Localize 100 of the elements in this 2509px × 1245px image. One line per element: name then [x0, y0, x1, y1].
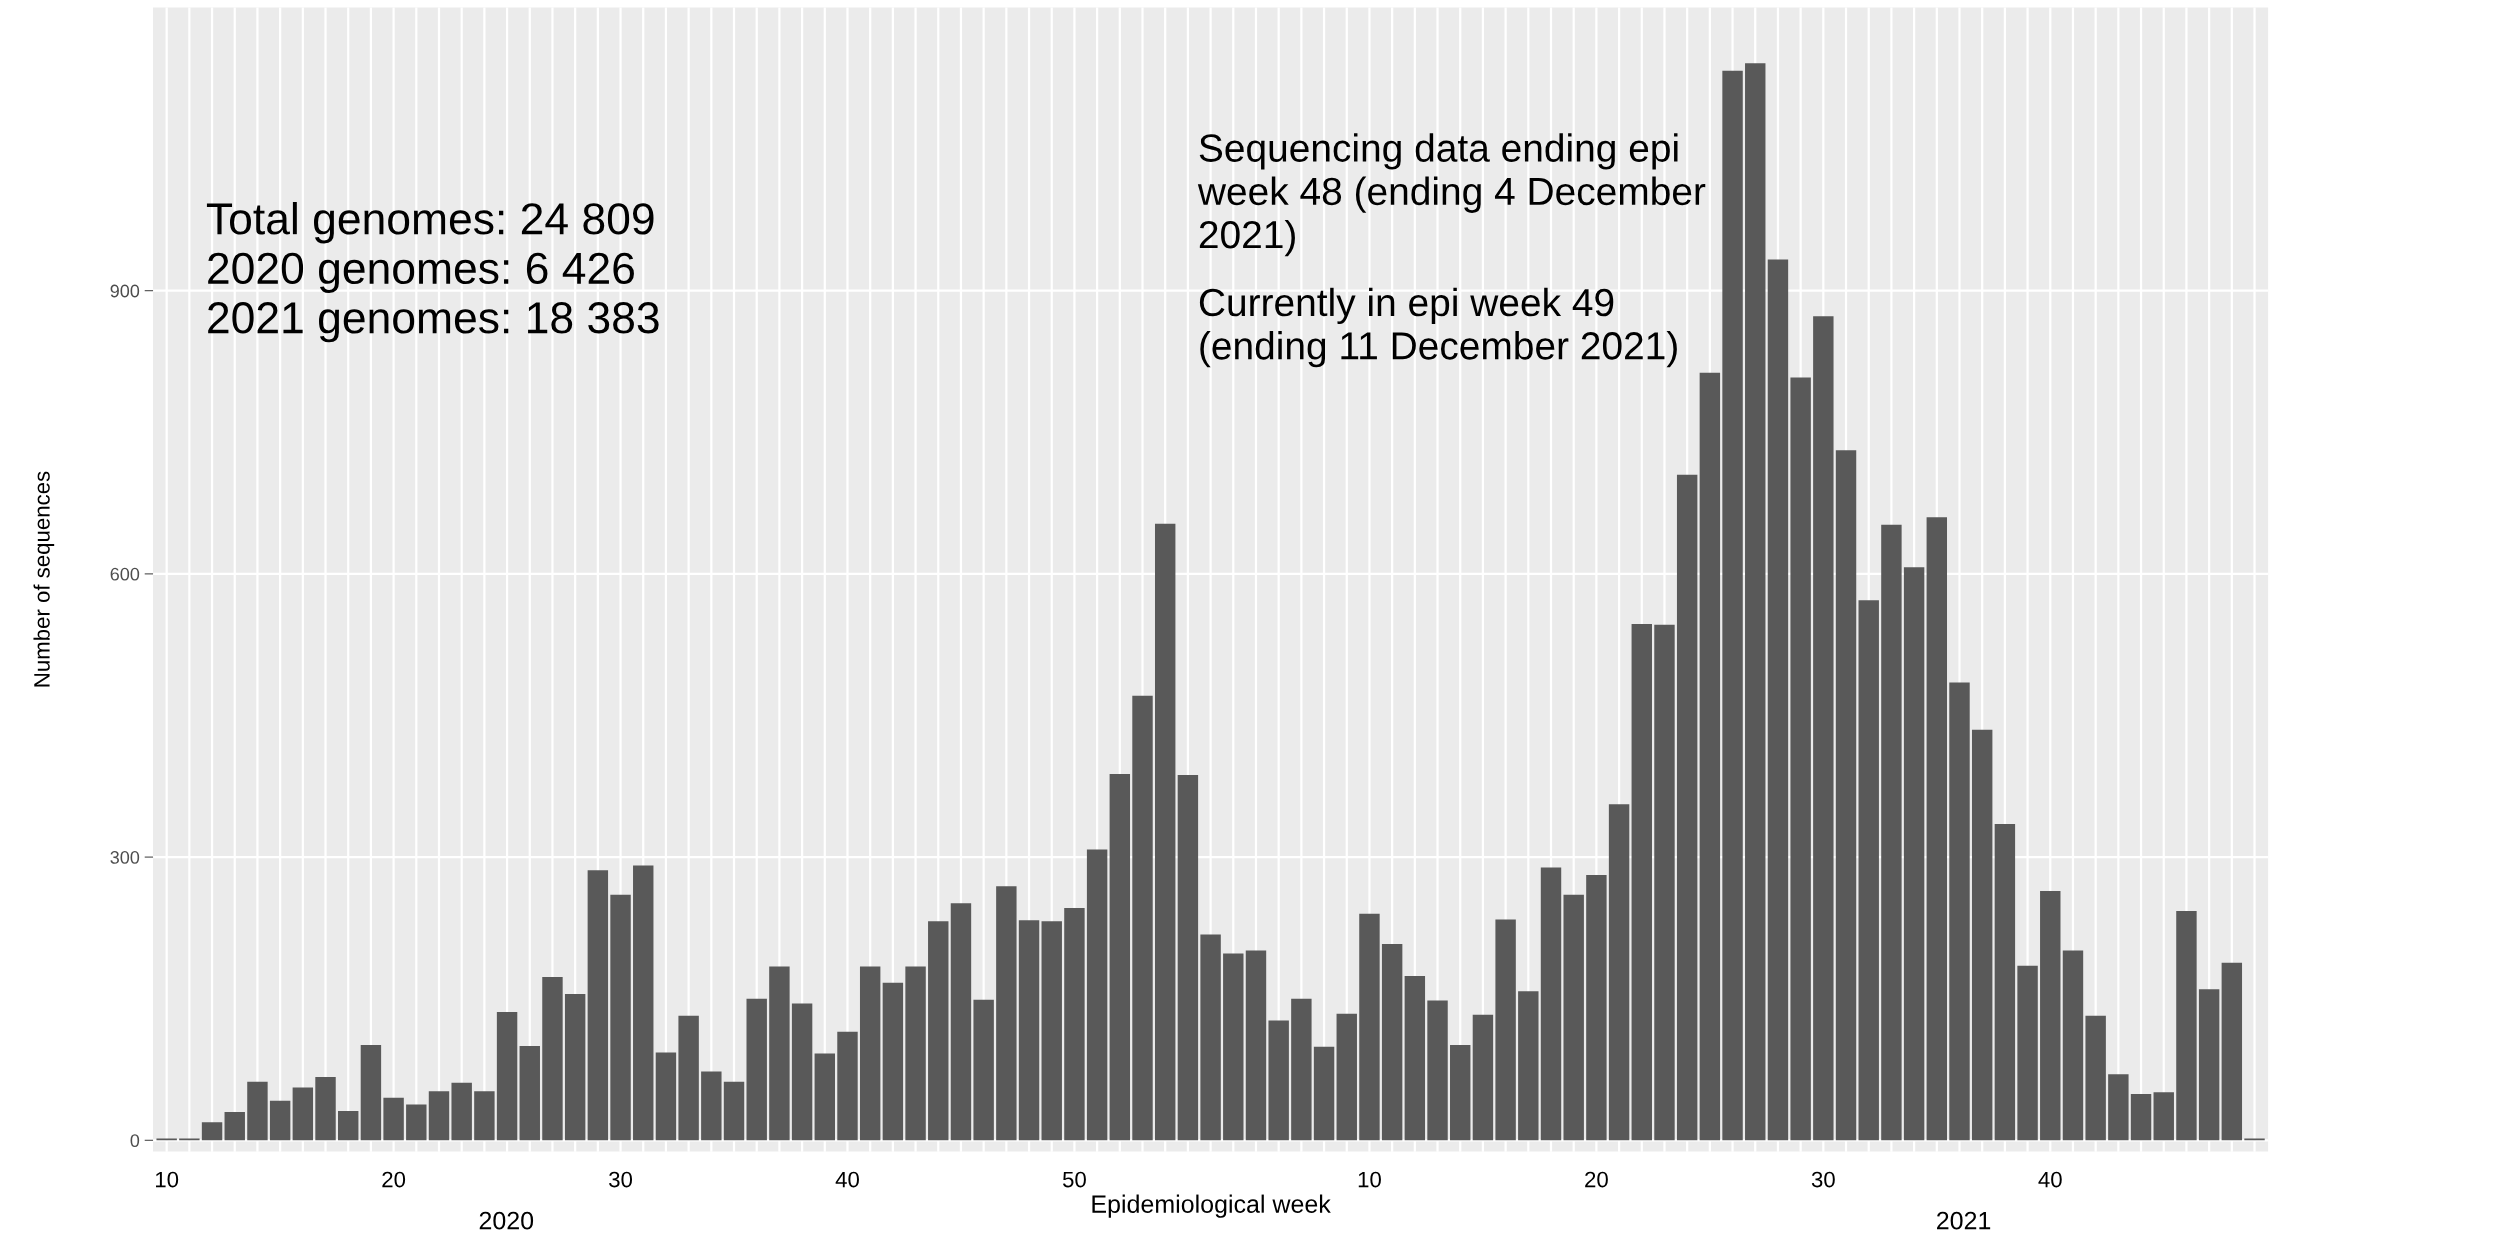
bar: [1745, 63, 1766, 1141]
bar: [746, 998, 767, 1141]
annotation: Total genomes: 24 809 2020 genomes: 6 426 2021 genomes: 18 383: [206, 201, 659, 343]
bar: [1699, 372, 1721, 1141]
bar: [1086, 849, 1108, 1141]
bar: [1540, 867, 1562, 1141]
bar: [2085, 1015, 2106, 1141]
bar: [474, 1091, 495, 1141]
bar: [769, 966, 790, 1141]
bar: [1313, 1046, 1335, 1141]
bar: [701, 1071, 722, 1141]
bar: [1450, 1044, 1471, 1141]
bar: [406, 1104, 427, 1141]
bar: [1427, 1000, 1448, 1141]
bar: [292, 1087, 314, 1141]
bar: [950, 903, 972, 1141]
bar: [269, 1100, 291, 1141]
x-tick-label: 20: [1585, 1171, 1608, 1188]
bar: [1359, 913, 1380, 1141]
bar: [338, 1111, 359, 1141]
bar: [1790, 377, 1811, 1141]
x-tick-label: 10: [156, 1171, 179, 1188]
bar: [633, 865, 654, 1141]
bar: [2062, 950, 2084, 1141]
bar: [2017, 965, 2038, 1141]
bar: [2153, 1092, 2174, 1141]
bar: [859, 966, 881, 1141]
bar: [1858, 600, 1879, 1141]
bar: [1200, 934, 1221, 1141]
bar: [1631, 623, 1652, 1141]
bar: [519, 1045, 540, 1141]
bar: [882, 982, 904, 1141]
bar: [1336, 1013, 1357, 1141]
bar: [1608, 804, 1630, 1141]
annotation: Sequencing data ending epi week 48 (ending 4 December 2021): [1197, 133, 1706, 257]
bar: [1971, 729, 1993, 1141]
bar: [1154, 523, 1176, 1141]
x-axis-title: Epidemiological week: [1092, 1194, 1331, 1218]
bar: [1223, 953, 1244, 1141]
x-tick-label: 50: [1062, 1171, 1086, 1188]
bar: [1949, 682, 1970, 1141]
bar: [791, 1003, 813, 1141]
bar: [1041, 921, 1062, 1141]
annotation: Currently in epi week 49 (ending 11 December 2021): [1199, 287, 1677, 368]
bar: [1268, 1020, 1289, 1141]
x-tick-label: 30: [1811, 1171, 1835, 1188]
bar: [428, 1091, 450, 1141]
bar: [224, 1111, 245, 1141]
bar: [723, 1081, 745, 1141]
bar: [201, 1122, 223, 1141]
x-tick-label: 40: [835, 1171, 859, 1188]
bar: [542, 976, 563, 1141]
bar: [1064, 908, 1085, 1141]
y-tick-label: 300: [110, 851, 140, 864]
bar: [610, 894, 631, 1141]
bar: [2040, 891, 2061, 1141]
bar: [678, 1015, 699, 1141]
bar: [2221, 962, 2243, 1141]
bar: [1132, 695, 1153, 1141]
bar: [315, 1077, 336, 1141]
bar: [1291, 998, 1312, 1141]
bar: [1767, 259, 1789, 1141]
bar: [247, 1081, 268, 1141]
bar: [1994, 824, 2016, 1141]
x-tick-label: 20: [382, 1171, 406, 1188]
bar: [973, 999, 994, 1141]
bar: [1676, 474, 1698, 1141]
y-tick-label: 900: [110, 284, 140, 298]
bar: [1563, 894, 1584, 1141]
bar: [496, 1011, 518, 1141]
bar: [814, 1053, 836, 1141]
bar: [1495, 919, 1516, 1141]
bar: [451, 1082, 472, 1141]
bar: [1926, 517, 1948, 1141]
bar: [837, 1031, 858, 1141]
bar: [1177, 774, 1199, 1141]
bar: [1381, 943, 1403, 1141]
bar: [587, 870, 609, 1141]
y-tick-label: 0: [130, 1134, 140, 1148]
bar: [1109, 774, 1131, 1141]
bar: [1404, 976, 1426, 1141]
bar: [1245, 950, 1267, 1141]
text: 2021: [1937, 1211, 1991, 1230]
bar: [2130, 1094, 2152, 1141]
bar: [1903, 567, 1925, 1141]
text: 2020: [479, 1211, 534, 1230]
bar: [2198, 989, 2220, 1141]
y-axis-title: Number of sequences: [33, 471, 55, 687]
bar: [928, 921, 949, 1141]
bar: [1835, 450, 1857, 1141]
x-tick-label: 40: [2038, 1171, 2062, 1188]
x-tick-label: 30: [609, 1171, 633, 1188]
bar: [2176, 910, 2197, 1141]
bar: [1472, 1014, 1494, 1141]
bar: [1722, 70, 1743, 1141]
y-tick-label: 600: [110, 567, 140, 581]
bar: [655, 1052, 677, 1141]
bar: [905, 966, 926, 1141]
bar: [1018, 920, 1040, 1141]
bar: [1518, 991, 1539, 1141]
